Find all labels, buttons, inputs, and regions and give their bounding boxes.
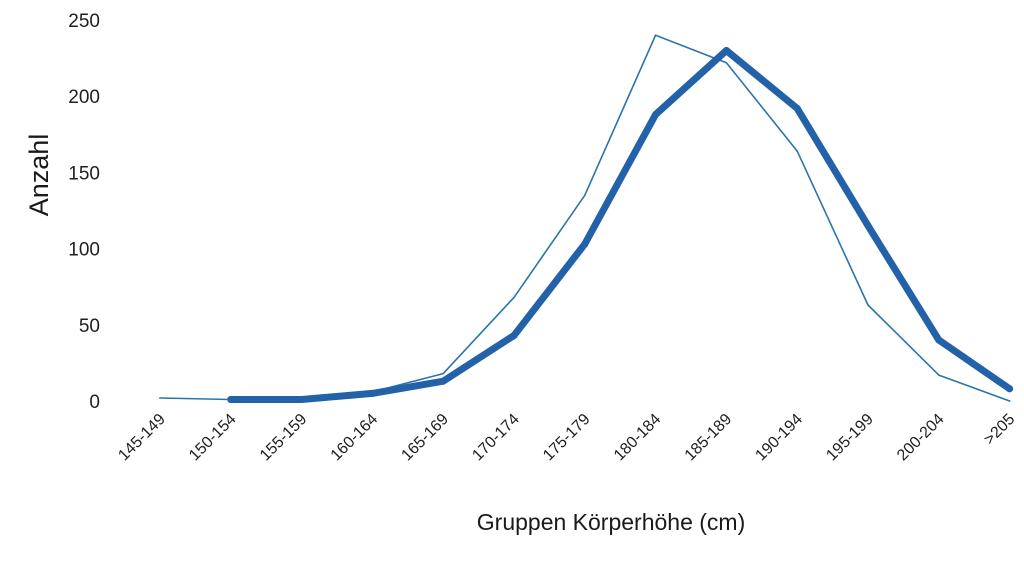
data-point bbox=[1006, 385, 1014, 393]
y-tick-label: 200 bbox=[68, 87, 100, 108]
data-point bbox=[298, 396, 306, 403]
x-tick-label: >205 bbox=[981, 411, 1019, 449]
x-tick-label: 155-159 bbox=[257, 411, 311, 465]
y-tick-label: 0 bbox=[89, 392, 100, 413]
data-point bbox=[513, 296, 515, 299]
data-point bbox=[938, 374, 940, 376]
x-axis-ticks: 145-149 150-154 155-159 160-164 165-169 170-1… bbox=[115, 411, 1018, 465]
series-layer bbox=[159, 34, 1014, 403]
data-point bbox=[159, 397, 161, 399]
data-point bbox=[227, 396, 235, 403]
data-point bbox=[864, 222, 872, 230]
data-point bbox=[796, 150, 798, 152]
x-tick-label: 150-154 bbox=[186, 411, 240, 465]
x-tick-label: 200-204 bbox=[894, 411, 948, 465]
y-axis-ticks: 0 50 100 150 200 250 bbox=[68, 11, 100, 413]
x-axis-title: Gruppen Körperhöhe (cm) bbox=[477, 509, 745, 535]
y-tick-label: 250 bbox=[68, 11, 100, 32]
x-tick-label: 195-199 bbox=[823, 411, 877, 465]
data-point bbox=[581, 240, 589, 248]
x-tick-label: 145-149 bbox=[115, 411, 169, 465]
x-tick-label: 160-164 bbox=[328, 411, 382, 465]
data-point bbox=[793, 104, 801, 112]
y-tick-label: 50 bbox=[79, 316, 100, 337]
data-point bbox=[439, 377, 447, 385]
y-axis-title: Anzahl bbox=[24, 134, 54, 217]
data-point bbox=[368, 389, 376, 397]
data-point bbox=[652, 111, 660, 118]
data-point bbox=[867, 304, 869, 306]
x-tick-label: 185-189 bbox=[682, 411, 736, 465]
data-point bbox=[654, 34, 657, 36]
series-line-thick bbox=[227, 47, 1014, 403]
data-point bbox=[1008, 400, 1011, 402]
series-line-thin bbox=[159, 34, 1011, 402]
y-tick-label: 100 bbox=[68, 240, 100, 261]
x-tick-label: 190-194 bbox=[752, 411, 806, 465]
x-tick-label: 170-174 bbox=[469, 411, 523, 465]
data-point bbox=[725, 61, 728, 64]
data-point bbox=[584, 194, 586, 197]
data-point bbox=[722, 47, 730, 54]
x-tick-label: 180-184 bbox=[611, 411, 665, 465]
data-point bbox=[442, 372, 445, 375]
data-point bbox=[510, 332, 518, 339]
x-tick-label: 175-179 bbox=[540, 411, 594, 465]
y-tick-label: 150 bbox=[68, 163, 100, 184]
x-tick-label: 165-169 bbox=[398, 411, 452, 465]
data-point bbox=[935, 336, 943, 344]
